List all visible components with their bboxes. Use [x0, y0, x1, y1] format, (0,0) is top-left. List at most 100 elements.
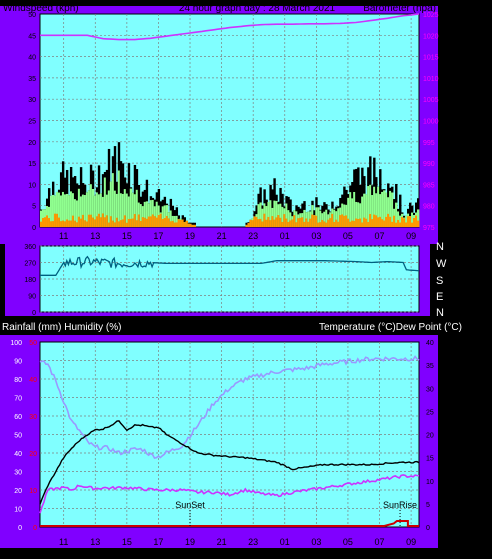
- wind-base-bar: [355, 218, 358, 227]
- avg-wind-bar: [347, 197, 350, 227]
- avg-wind-bar: [295, 211, 298, 227]
- avg-wind-bar: [151, 199, 155, 227]
- wind-base-bar: [385, 216, 388, 227]
- wind-base-bar: [255, 216, 258, 227]
- wind-series: [40, 142, 420, 227]
- wind-base-bar: [331, 213, 334, 227]
- avg-wind-bar: [363, 193, 366, 227]
- rain-tick-labels: 0 10 20 30 40 50: [29, 340, 37, 532]
- avg-wind-bar: [411, 212, 414, 227]
- wind-base-bar: [381, 219, 384, 227]
- wind-base-bar: [403, 218, 406, 227]
- wind-base-bar: [125, 222, 129, 227]
- wind-base-bar: [133, 214, 137, 227]
- avg-wind-bar: [145, 201, 149, 227]
- avg-wind-bar: [119, 193, 123, 227]
- wind-base-bar: [341, 214, 344, 227]
- wind-base-bar: [147, 216, 151, 227]
- wind-base-bar: [185, 220, 189, 227]
- avg-wind-bar: [77, 188, 81, 227]
- temperature-tick-labels: 0 5 10 15 20 25 30 35 40: [426, 340, 434, 532]
- wind-base-bar: [137, 214, 141, 227]
- avg-wind-bar: [127, 196, 131, 227]
- avg-wind-bar: [53, 195, 57, 227]
- wind-base-bar: [261, 221, 264, 227]
- wind-base-bar: [115, 217, 119, 227]
- avg-wind-bar: [59, 195, 63, 227]
- temperature-tick-label: 15: [426, 456, 434, 463]
- wind-base-bar: [269, 220, 272, 227]
- windspeed-tick-label: 20: [28, 140, 36, 147]
- barometer-tick-label: 995: [423, 140, 435, 147]
- rain-tick-label: 20: [29, 451, 37, 458]
- wind-base-bar: [61, 220, 65, 227]
- temperature-tick-label: 35: [426, 363, 434, 370]
- wind-base-bar: [293, 215, 296, 227]
- windspeed-tick-labels: 0 5 10 15 20 25 30 35 40 45 50: [28, 12, 36, 232]
- wind-base-bar: [353, 220, 356, 227]
- avg-wind-bar: [333, 209, 336, 227]
- wind-base-bar: [181, 219, 185, 227]
- windspeed-axis-title: Windspeed (kph): [3, 3, 79, 14]
- avg-wind-bar: [371, 195, 374, 227]
- wind-base-bar: [149, 216, 153, 227]
- wind-hour-tick-label: 19: [185, 231, 195, 241]
- avg-wind-bar: [149, 200, 153, 227]
- temp-hour-tick-label: 07: [375, 537, 385, 547]
- windspeed-tick-label: 5: [32, 204, 36, 211]
- barometer-tick-label: 1010: [423, 76, 439, 83]
- avg-wind-bar: [261, 208, 264, 227]
- temp-hour-tick-labels: 11 13 15 17 19 21 23 01 03 05 07 09: [59, 537, 416, 547]
- barometer-tick-label: 1025: [423, 12, 439, 19]
- avg-wind-bar: [99, 193, 103, 227]
- wind-base-bar: [157, 214, 161, 227]
- avg-wind-bar: [141, 206, 145, 227]
- compass-label: N: [436, 307, 444, 319]
- humidity-tick-label: 90: [14, 359, 22, 366]
- windspeed-tick-label: 0: [32, 225, 36, 232]
- wind-base-bar: [111, 220, 115, 227]
- wind-hour-tick-label: 09: [406, 231, 416, 241]
- avg-wind-bar: [359, 203, 362, 227]
- wind-base-bar: [135, 220, 139, 227]
- windspeed-tick-label: 35: [28, 76, 36, 83]
- wind-base-bar: [99, 217, 103, 227]
- wind-base-bar: [67, 220, 71, 227]
- avg-wind-bar: [169, 210, 173, 227]
- wind-base-bar: [95, 216, 99, 227]
- gust-bar: [127, 163, 131, 227]
- barometer-tick-label: 1000: [423, 119, 439, 126]
- wind-hour-tick-label: 07: [375, 231, 385, 241]
- wind-base-bar: [405, 222, 408, 227]
- wind-base-bar: [259, 218, 262, 227]
- gust-bar: [399, 194, 402, 227]
- wind-base-bar: [347, 218, 350, 227]
- wind-base-bar: [117, 221, 121, 227]
- avg-wind-bar: [131, 192, 135, 227]
- avg-wind-bar: [265, 206, 268, 227]
- barometer-line: [40, 13, 420, 41]
- wind-base-bar: [315, 215, 318, 227]
- wind-base-bar: [193, 224, 196, 227]
- wind-base-bar: [345, 215, 348, 227]
- wind-base-bar: [309, 218, 312, 227]
- wind-base-bar: [49, 221, 53, 227]
- humidity-tick-label: 10: [14, 507, 22, 514]
- wind-base-bar: [93, 219, 97, 227]
- wind-base-bar: [167, 218, 171, 227]
- avg-wind-bar: [275, 200, 278, 227]
- avg-wind-bar: [387, 197, 390, 227]
- compass-label: S: [436, 275, 443, 287]
- wind-base-bar: [391, 221, 394, 227]
- barometer-tick-label: 1015: [423, 55, 439, 62]
- wind-base-bar: [351, 220, 354, 227]
- avg-wind-bar: [317, 207, 320, 227]
- avg-wind-bar: [95, 192, 99, 227]
- avg-wind-bar: [91, 188, 95, 227]
- avg-wind-bar: [67, 195, 71, 227]
- barometer-tick-labels: 975 980 985 990 995 1000 1005 1010 1015 1020 1025: [423, 12, 439, 232]
- wind-base-bar: [285, 218, 288, 227]
- gust-bar: [409, 202, 412, 227]
- avg-wind-bar: [109, 181, 113, 227]
- avg-wind-bar: [397, 211, 400, 227]
